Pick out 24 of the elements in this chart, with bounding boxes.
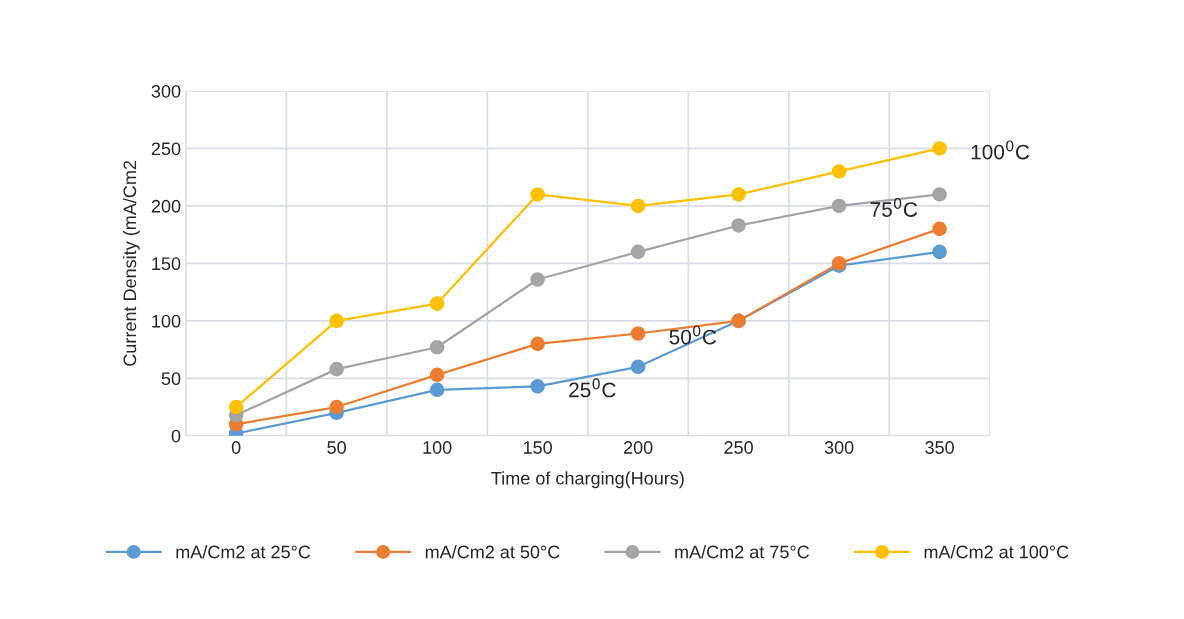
legend-label: mA/Cm2 at 75°C (675, 545, 809, 559)
annotation: 100$^{0}$C (971, 140, 1030, 160)
x-tick-label: 50 (327, 441, 346, 454)
legend-label: mA/Cm2 at 25°C (176, 545, 311, 559)
y-tick-label: 0 (171, 429, 181, 443)
y-tick-label: 250 (151, 142, 181, 156)
y-tick-label: 100 (152, 314, 181, 328)
x-tick-label: 350 (925, 441, 954, 454)
y-tick-label: 50 (161, 372, 181, 386)
x-tick-label: 0 (231, 441, 241, 454)
legend-label: mA/Cm2 at 100°C (924, 545, 1069, 559)
annotation: 75$^{0}$C (870, 197, 918, 217)
y-axis-title: Current Density (mA/Cm2 (122, 160, 140, 366)
y-tick-label: 200 (151, 199, 181, 213)
y-tick-label: 150 (152, 257, 181, 271)
x-axis-title: Time of charging(Hours) (491, 471, 684, 489)
legend-label: mA/Cm2 at 50°C (425, 545, 560, 559)
x-tick-label: 250 (724, 441, 753, 454)
x-tick-label: 300 (824, 441, 854, 454)
x-tick-label: 100 (423, 441, 452, 454)
y-tick-label: 300 (151, 84, 181, 98)
x-tick-label: 200 (623, 441, 653, 454)
x-tick-label: 150 (523, 441, 552, 454)
annotation: 25$^{0}$C (569, 378, 616, 398)
